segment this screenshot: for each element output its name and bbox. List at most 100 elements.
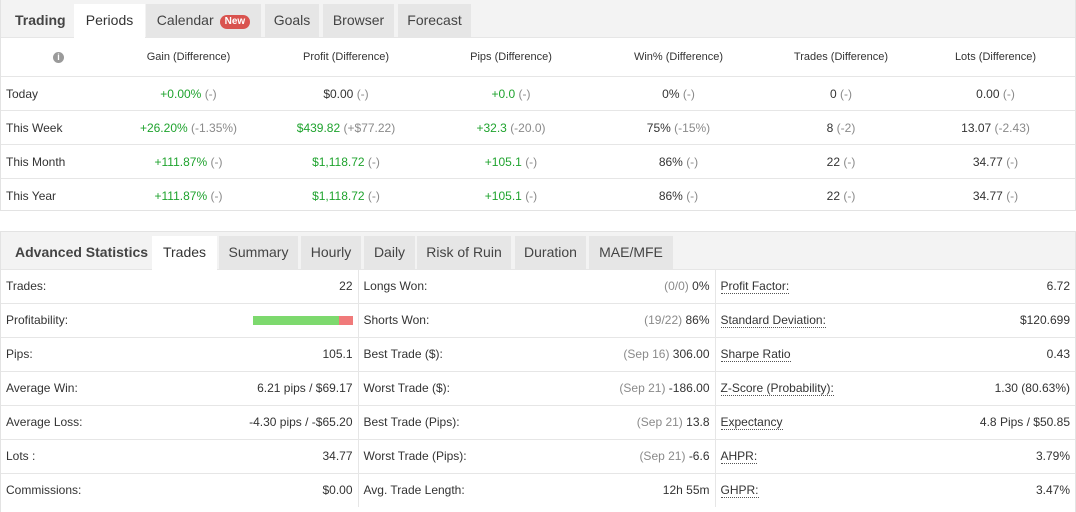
stat-value-cell: (Sep 21) -186.00 bbox=[498, 371, 715, 406]
gain-diff: (-1.35%) bbox=[191, 120, 238, 135]
tab-risk-of-ruin[interactable]: Risk of Ruin bbox=[417, 236, 511, 269]
pips-value: +32.3 bbox=[476, 120, 507, 135]
pips-value: +105.1 bbox=[484, 154, 522, 169]
lots-value: 34.77 bbox=[972, 188, 1003, 203]
tab-mae-mfe[interactable]: MAE/MFE bbox=[589, 236, 673, 269]
period-label: This Month bbox=[1, 144, 116, 179]
stat-label[interactable]: Profit Factor: bbox=[720, 278, 790, 294]
trades-diff: (-2) bbox=[836, 120, 856, 135]
gain-diff: (-) bbox=[210, 154, 223, 169]
win-value: 75% bbox=[646, 120, 671, 135]
pips-diff: (-) bbox=[525, 154, 538, 169]
trades-cell: 8 (-2) bbox=[766, 110, 916, 145]
pips-diff: (-20.0) bbox=[510, 120, 546, 135]
lots-diff: (-) bbox=[1002, 86, 1015, 101]
win-cell: 0% (-) bbox=[591, 76, 766, 111]
pips-value: +105.1 bbox=[484, 188, 522, 203]
tab-browser[interactable]: Browser bbox=[323, 4, 394, 37]
gain-value: +26.20% bbox=[139, 120, 188, 135]
stat-value: 1.30 (80.63%) bbox=[875, 371, 1075, 406]
profit-value: $0.00 bbox=[323, 86, 354, 101]
stat-label: Commissions: bbox=[6, 483, 82, 498]
pips-cell: +32.3 (-20.0) bbox=[431, 110, 591, 145]
advanced-tabbar: Advanced Statistics Trades Summary Hourl… bbox=[1, 232, 1075, 270]
stat-note: (Sep 21) bbox=[619, 381, 666, 395]
info-icon[interactable]: i bbox=[53, 51, 64, 63]
win-diff: (-) bbox=[686, 154, 699, 169]
stat-value-cell: (Sep 21) -6.6 bbox=[498, 439, 715, 474]
periods-header-row: i Gain (Difference) Profit (Difference) … bbox=[1, 37, 1075, 77]
lots-cell: 34.77 (-) bbox=[916, 179, 1075, 213]
stat-label[interactable]: GHPR: bbox=[720, 483, 759, 499]
tab-forecast[interactable]: Forecast bbox=[398, 4, 471, 37]
periods-panel: Trading Periods Calendar New Goals Browse… bbox=[0, 0, 1076, 211]
trades-value: 8 bbox=[826, 120, 834, 135]
profit-cell: $1,118.72 (-) bbox=[261, 144, 431, 179]
gain-diff: (-) bbox=[204, 86, 217, 101]
tab-calendar[interactable]: Calendar New bbox=[146, 4, 261, 37]
profit-value: $439.82 bbox=[296, 120, 341, 135]
stat-label: Average Win: bbox=[1, 371, 111, 406]
tab-duration[interactable]: Duration bbox=[515, 236, 586, 269]
stat-label: Best Trade ($): bbox=[357, 337, 498, 372]
profitability-won-segment bbox=[252, 316, 339, 326]
trades-diff: (-) bbox=[843, 188, 856, 203]
tab-daily[interactable]: Daily bbox=[364, 236, 415, 269]
trades-cell: 22 (-) bbox=[766, 144, 916, 179]
stat-value: 306.00 bbox=[672, 347, 710, 361]
table-row: This Week +26.20% (-1.35%) $439.82 (+$77… bbox=[1, 110, 1075, 145]
stat-label-cell: Expectancy bbox=[714, 405, 875, 440]
stat-value: 34.77 bbox=[111, 439, 358, 474]
pips-cell: +105.1 (-) bbox=[431, 144, 591, 179]
profit-cell: $0.00 (-) bbox=[261, 76, 431, 111]
stat-label: Worst Trade ($): bbox=[357, 371, 498, 406]
stat-label: Avg. Trade Length: bbox=[357, 473, 498, 507]
stat-value: 4.8 Pips / $50.85 bbox=[875, 405, 1075, 440]
info-header: i bbox=[1, 37, 116, 77]
stat-value: $120.699 bbox=[875, 303, 1075, 338]
period-label: This Week bbox=[1, 110, 116, 145]
trades-value: 0 bbox=[829, 86, 837, 101]
tab-hourly[interactable]: Hourly bbox=[301, 236, 361, 269]
tab-periods[interactable]: Periods bbox=[74, 4, 145, 38]
table-row: Profitability: Shorts Won: (19/22) 86% S… bbox=[1, 303, 1075, 338]
stat-label: Shorts Won: bbox=[357, 303, 498, 338]
tab-trading[interactable]: Trading bbox=[15, 12, 66, 28]
trades-diff: (-) bbox=[840, 86, 853, 101]
profitability-cell bbox=[111, 303, 358, 338]
gain-cell: +26.20% (-1.35%) bbox=[116, 110, 261, 145]
win-cell: 86% (-) bbox=[591, 179, 766, 213]
profit-value: $1,118.72 bbox=[312, 154, 365, 169]
stat-label[interactable]: Z-Score (Probability): bbox=[720, 381, 834, 396]
column-header: Profit (Difference) bbox=[261, 37, 431, 77]
stat-label-cell: Sharpe Ratio bbox=[714, 337, 875, 372]
win-cell: 75% (-15%) bbox=[591, 110, 766, 145]
lots-value: 13.07 bbox=[961, 120, 992, 135]
stat-value: 22 bbox=[111, 269, 358, 304]
pips-cell: +105.1 (-) bbox=[431, 179, 591, 213]
lots-value: 0.00 bbox=[976, 86, 1000, 101]
stat-label[interactable]: Standard Deviation: bbox=[720, 313, 826, 328]
tab-goals[interactable]: Goals bbox=[265, 4, 319, 37]
profitability-lost-segment bbox=[338, 316, 353, 326]
pips-cell: +0.0 (-) bbox=[431, 76, 591, 111]
trades-cell: 0 (-) bbox=[766, 76, 916, 111]
win-diff: (-) bbox=[686, 188, 699, 203]
stat-label: Worst Trade (Pips): bbox=[357, 439, 498, 474]
periods-tabbar: Trading Periods Calendar New Goals Browse… bbox=[1, 0, 1075, 38]
profit-cell: $439.82 (+$77.22) bbox=[261, 110, 431, 145]
profit-diff: (-) bbox=[367, 188, 380, 203]
stat-note: (19/22) bbox=[644, 313, 683, 327]
stat-label[interactable]: AHPR: bbox=[720, 449, 758, 464]
trades-value: 22 bbox=[826, 154, 840, 169]
profit-diff: (+$77.22) bbox=[343, 120, 396, 135]
stat-note: (Sep 21) bbox=[636, 415, 683, 429]
table-row: This Year +111.87% (-) $1,118.72 (-) +10… bbox=[1, 179, 1075, 213]
tab-trades[interactable]: Trades bbox=[152, 236, 217, 270]
stat-label[interactable]: Expectancy bbox=[720, 415, 783, 430]
stat-label[interactable]: Sharpe Ratio bbox=[720, 347, 791, 362]
tab-summary[interactable]: Summary bbox=[219, 236, 298, 269]
win-cell: 86% (-) bbox=[591, 144, 766, 179]
stat-label: Trades: bbox=[1, 269, 111, 304]
stat-label: Best Trade (Pips): bbox=[357, 405, 498, 440]
